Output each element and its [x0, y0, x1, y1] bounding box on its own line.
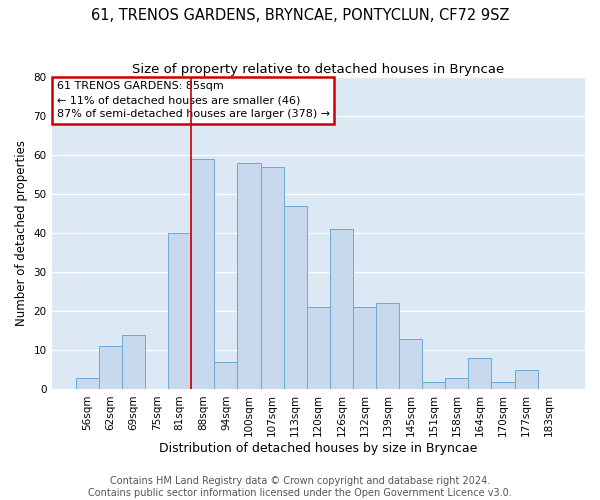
X-axis label: Distribution of detached houses by size in Bryncae: Distribution of detached houses by size … — [159, 442, 478, 455]
Text: 61, TRENOS GARDENS, BRYNCAE, PONTYCLUN, CF72 9SZ: 61, TRENOS GARDENS, BRYNCAE, PONTYCLUN, … — [91, 8, 509, 22]
Bar — [122, 334, 145, 390]
Bar — [469, 358, 491, 390]
Bar — [422, 382, 445, 390]
Bar — [191, 159, 214, 390]
Bar — [491, 382, 515, 390]
Bar — [76, 378, 99, 390]
Bar — [515, 370, 538, 390]
Bar — [445, 378, 469, 390]
Bar — [376, 304, 399, 390]
Bar — [238, 162, 260, 390]
Bar — [284, 206, 307, 390]
Bar — [99, 346, 122, 390]
Bar — [353, 308, 376, 390]
Bar — [168, 233, 191, 390]
Bar — [214, 362, 238, 390]
Y-axis label: Number of detached properties: Number of detached properties — [15, 140, 28, 326]
Bar — [307, 308, 330, 390]
Bar — [260, 166, 284, 390]
Text: Contains HM Land Registry data © Crown copyright and database right 2024.
Contai: Contains HM Land Registry data © Crown c… — [88, 476, 512, 498]
Title: Size of property relative to detached houses in Bryncae: Size of property relative to detached ho… — [132, 62, 505, 76]
Bar — [399, 338, 422, 390]
Bar — [330, 229, 353, 390]
Text: 61 TRENOS GARDENS: 85sqm
← 11% of detached houses are smaller (46)
87% of semi-d: 61 TRENOS GARDENS: 85sqm ← 11% of detach… — [57, 82, 330, 120]
